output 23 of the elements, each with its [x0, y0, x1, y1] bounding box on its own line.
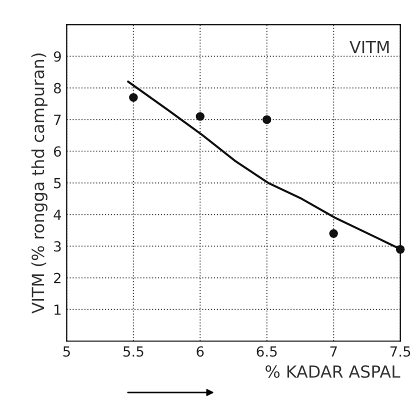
y-tick-label: 2	[54, 272, 60, 284]
point	[329, 229, 338, 238]
x-tick-label: 7	[330, 346, 337, 357]
y-tick-label: 9	[54, 51, 61, 62]
y-tick-label: 4	[54, 210, 62, 220]
x-tick-label: 5.5	[123, 346, 144, 357]
y-axis-title: VITM (% rongga thd campuran)	[31, 54, 48, 314]
x-axis-title: % KADAR ASPAL	[266, 365, 400, 378]
y-tick-label: 6	[54, 146, 61, 157]
annotation: VITM	[350, 40, 389, 54]
y-tick-label: 1	[54, 304, 61, 315]
y-tick-label: 7	[54, 114, 61, 125]
point	[129, 93, 138, 102]
point	[262, 115, 272, 124]
x-tick-label: 6	[196, 346, 204, 357]
x-tick-label: 5	[63, 346, 70, 357]
point	[396, 244, 405, 254]
point	[196, 112, 205, 121]
x-tick-label: 7.5	[390, 346, 410, 357]
y-tick-label: 3	[54, 241, 61, 252]
y-tick-label: 8	[54, 82, 61, 94]
x-tick-label: 6.5	[256, 346, 277, 357]
y-tick-label: 5	[54, 178, 61, 188]
